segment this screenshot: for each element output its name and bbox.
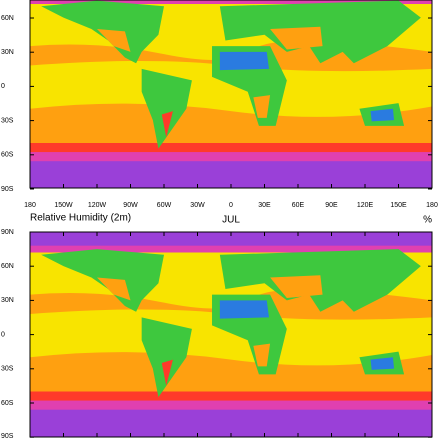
lon-label: 150W	[54, 202, 73, 209]
lat-label: 30N	[1, 49, 14, 56]
lat-label: 60S	[1, 152, 14, 159]
units-label: %	[423, 215, 432, 226]
lat-label: 60N	[1, 15, 14, 22]
lon-label: 180	[426, 202, 438, 209]
lat-label: 90S	[1, 433, 14, 440]
month-label: JUL	[222, 215, 240, 226]
top-map	[30, 0, 432, 188]
lat-label: 30S	[1, 117, 14, 124]
lat-label: 90N	[1, 229, 14, 236]
lat-label: 60S	[1, 400, 14, 407]
lon-label: 90W	[123, 202, 138, 209]
lon-label: 120W	[88, 202, 107, 209]
lat-label: 60N	[1, 263, 14, 270]
lon-label: 30W	[190, 202, 205, 209]
lon-label: 90E	[325, 202, 338, 209]
lon-label: 150E	[390, 202, 407, 209]
map-title: Relative Humidity (2m)	[30, 213, 131, 224]
lat-label: 90S	[1, 186, 14, 193]
bottom-map	[30, 232, 432, 437]
lon-label: 120E	[357, 202, 374, 209]
lon-label: 60E	[292, 202, 305, 209]
lon-label: 0	[229, 202, 233, 209]
lon-label: 180	[24, 202, 36, 209]
lat-label: 30S	[1, 366, 14, 373]
lat-label: 0	[1, 331, 5, 338]
lat-label: 0	[1, 83, 5, 90]
lon-label: 60W	[157, 202, 172, 209]
lon-label: 30E	[258, 202, 271, 209]
lat-label: 30N	[1, 297, 14, 304]
